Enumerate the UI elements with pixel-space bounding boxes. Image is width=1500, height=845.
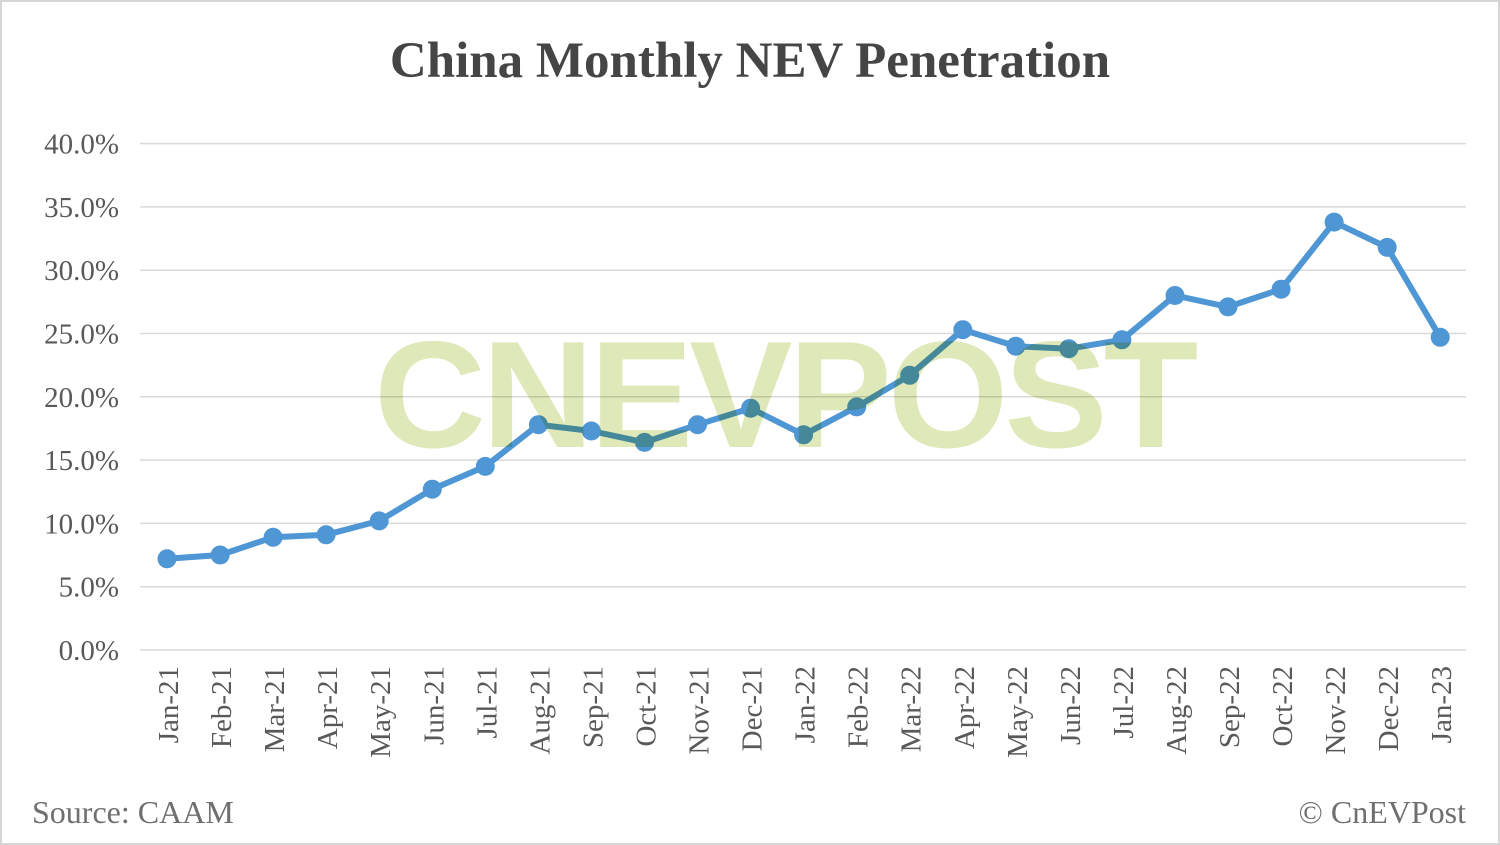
- data-point: [953, 320, 973, 340]
- data-point: [847, 397, 867, 417]
- data-point: [635, 432, 654, 452]
- chart-title: China Monthly NEV Penetration: [389, 33, 1111, 89]
- copyright-label: © CnEVPost: [1298, 794, 1466, 830]
- x-tick-label: May-22: [1002, 666, 1034, 758]
- x-tick-label: Nov-21: [684, 666, 716, 755]
- y-tick-label: 5.0%: [59, 572, 119, 604]
- x-tick-label: Jan-23: [1426, 666, 1458, 743]
- data-points: [157, 212, 1450, 569]
- x-tick-label: Jul-22: [1108, 666, 1140, 739]
- x-tick-label: Apr-21: [312, 666, 344, 749]
- x-axis-labels: Jan-21 Feb-21 Mar-21 Apr-21 May-21 Jun-21 Jul-…: [153, 666, 1458, 758]
- y-tick-label: 35.0%: [44, 192, 119, 224]
- data-point: [688, 415, 707, 435]
- data-point: [1377, 237, 1397, 257]
- data-point: [1059, 339, 1079, 359]
- data-point: [1271, 279, 1291, 299]
- x-tick-label: Sep-22: [1214, 666, 1246, 748]
- data-point: [741, 398, 761, 418]
- y-axis-labels: 0.0% 5.0% 10.0% 15.0% 20.0% 25.0% 30.0% 35.0% 40…: [44, 129, 119, 667]
- data-point: [1165, 286, 1185, 305]
- y-tick-label: 10.0%: [44, 508, 119, 540]
- y-tick-label: 20.0%: [44, 382, 119, 414]
- data-point: [422, 479, 442, 499]
- nev-penetration-line: [164, 219, 1444, 562]
- x-tick-label: Mar-21: [259, 666, 291, 752]
- x-tick-label: Sep-21: [577, 666, 609, 748]
- data-point: [794, 425, 814, 445]
- data-point: [210, 545, 230, 565]
- x-tick-label: Nov-22: [1320, 666, 1352, 755]
- x-tick-label: Aug-21: [524, 666, 556, 755]
- y-tick-label: 30.0%: [44, 255, 119, 287]
- x-tick-label: Jun-21: [418, 666, 450, 745]
- x-tick-label: Apr-22: [949, 666, 981, 749]
- x-tick-label: Mar-22: [896, 666, 928, 752]
- data-point: [369, 511, 389, 531]
- x-tick-label: Oct-22: [1267, 666, 1299, 747]
- data-point: [157, 549, 177, 569]
- y-tick-label: 25.0%: [44, 319, 119, 351]
- data-point: [1006, 336, 1026, 356]
- data-point: [1112, 330, 1132, 350]
- x-tick-label: Dec-22: [1373, 666, 1405, 751]
- data-point: [1218, 297, 1238, 317]
- gridlines: [140, 142, 1466, 651]
- y-tick-label: 0.0%: [59, 635, 119, 667]
- x-tick-label: Dec-21: [737, 666, 769, 751]
- x-tick-label: Feb-22: [843, 666, 875, 748]
- x-tick-label: Oct-21: [630, 666, 662, 747]
- y-tick-label: 15.0%: [44, 445, 119, 477]
- x-tick-label: May-21: [365, 666, 397, 758]
- source-label: Source: CAAM: [32, 794, 234, 830]
- x-tick-label: Jul-21: [471, 666, 503, 739]
- data-point: [581, 421, 601, 441]
- data-point: [900, 365, 920, 385]
- x-tick-label: Feb-21: [206, 666, 238, 748]
- data-point: [1430, 327, 1450, 347]
- data-point: [1324, 212, 1344, 232]
- x-tick-label: Jun-22: [1055, 666, 1087, 745]
- y-tick-label: 40.0%: [44, 129, 119, 161]
- data-point: [316, 525, 336, 545]
- data-point: [263, 527, 283, 547]
- x-tick-label: Jan-21: [153, 666, 185, 743]
- x-tick-label: Jan-22: [790, 666, 822, 743]
- data-point: [475, 456, 495, 476]
- x-tick-label: Aug-22: [1161, 666, 1193, 755]
- data-point: [528, 415, 548, 435]
